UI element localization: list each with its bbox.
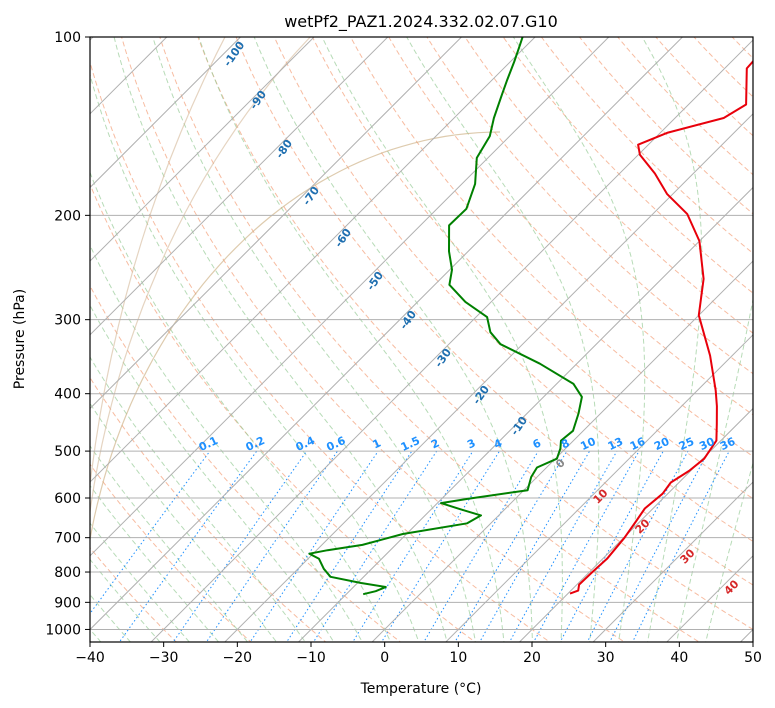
dry-adiabat-line — [273, 37, 753, 543]
temperature-profile-line — [569, 59, 753, 595]
dry-adiabat-line — [90, 376, 327, 642]
y-tick-label: 200 — [54, 208, 81, 224]
dewpoint-profile-line — [308, 37, 583, 596]
moist-adiabat-line — [90, 244, 363, 642]
reference-arc — [90, 37, 226, 491]
dry-adiabat-line — [311, 37, 753, 500]
moist-adiabat-line — [90, 356, 306, 642]
y-tick-label: 100 — [54, 30, 81, 46]
mixing-ratio-label: 36 — [718, 435, 738, 453]
x-tick-label: 50 — [744, 650, 762, 666]
mixing-ratio-label: 30 — [697, 435, 717, 453]
x-tick-label: −30 — [149, 650, 179, 666]
isotherm-line — [90, 37, 610, 557]
x-axis-label: Temperature (°C) — [360, 681, 482, 697]
mixing-ratio-label: 13 — [606, 435, 625, 453]
x-tick-label: 30 — [597, 650, 615, 666]
y-tick-label: 400 — [54, 387, 81, 403]
mixing-ratio-label: 25 — [677, 435, 696, 453]
y-axis-label: Pressure (hPa) — [12, 289, 28, 389]
isotherm-line — [90, 37, 242, 189]
dry-adiabat-line — [388, 37, 753, 416]
mixing-ratio-label: 20 — [652, 435, 672, 453]
y-tick-label: 1000 — [45, 622, 81, 638]
dry-adiabat-line — [90, 546, 178, 642]
isotherm-line — [90, 37, 315, 262]
x-tick-label: 20 — [523, 650, 541, 666]
isotherm-line — [90, 37, 684, 631]
x-tick-label: −20 — [223, 650, 253, 666]
dry-adiabat-line — [121, 37, 626, 642]
x-tick-label: −10 — [296, 650, 326, 666]
moist-adiabat-line — [641, 37, 703, 642]
dry-adiabat-line — [197, 37, 753, 630]
isotherm-line — [90, 37, 463, 410]
reference-arc — [90, 37, 312, 516]
isotherm-line — [518, 407, 753, 642]
mixing-ratio-label: 10 — [578, 435, 598, 453]
isotherm-line — [592, 481, 753, 642]
y-tick-label: 900 — [54, 595, 81, 611]
dry-adiabat-line — [90, 60, 551, 642]
y-tick-label: 800 — [54, 565, 81, 581]
isotherm-line — [371, 260, 753, 642]
plot-frame — [89, 36, 754, 643]
x-tick-label: 40 — [670, 650, 688, 666]
dry-adiabat-line — [235, 37, 753, 586]
dry-adiabat-line — [159, 37, 701, 642]
isotherm-line — [445, 334, 753, 642]
y-tick-label: 500 — [54, 444, 81, 460]
y-tick-label: 300 — [54, 313, 81, 329]
isotherm-line — [90, 37, 536, 483]
isotherm-line — [150, 39, 753, 642]
moist-adiabat-line — [253, 37, 533, 642]
isotherm-line — [90, 37, 389, 336]
dry-adiabat-line — [90, 284, 402, 642]
reference-arc — [90, 131, 501, 543]
isotherm-line — [297, 186, 753, 642]
x-tick-label: 10 — [449, 650, 467, 666]
dry-adiabat-line — [90, 463, 252, 642]
dry-adiabat-line — [350, 37, 753, 458]
isotherm-line — [224, 113, 753, 642]
dry-adiabat-line — [502, 37, 753, 294]
y-tick-label: 600 — [54, 491, 81, 507]
x-tick-label: −40 — [75, 650, 105, 666]
moist-adiabat-line — [90, 558, 161, 642]
chart-title: wetPf2_PAZ1.2024.332.02.07.G10 — [284, 12, 558, 32]
x-tick-label: 0 — [380, 650, 389, 666]
mixing-ratio-label: 16 — [628, 435, 648, 453]
y-tick-label: 700 — [54, 531, 81, 547]
moist-adiabat-line — [90, 593, 132, 642]
